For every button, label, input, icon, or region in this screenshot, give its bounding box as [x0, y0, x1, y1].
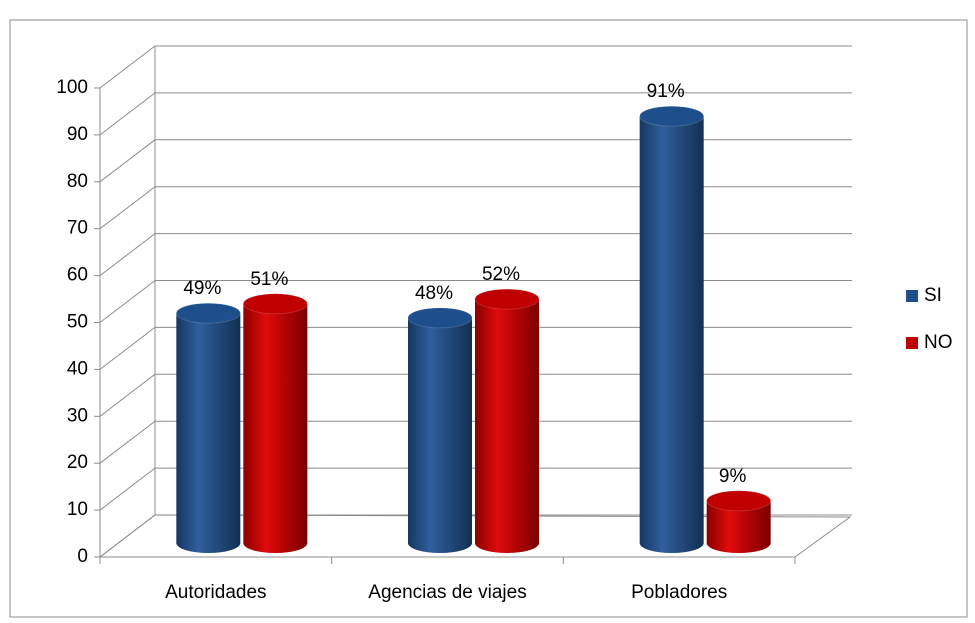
value-label: 9%: [719, 466, 747, 487]
y-tick-label: 50: [67, 312, 88, 333]
grid-line: [99, 92, 852, 136]
bar: [639, 116, 704, 554]
legend-label: NO: [924, 332, 953, 353]
bar: [706, 500, 771, 553]
y-tick-label: 30: [67, 405, 88, 426]
bar: [475, 299, 539, 553]
y-tick-label: 10: [67, 499, 88, 520]
grid-line: [99, 326, 852, 370]
value-label: 49%: [183, 278, 221, 299]
legend-swatch: [906, 337, 918, 349]
value-label: 48%: [415, 283, 453, 304]
bar: [176, 313, 241, 553]
grid-line: [99, 373, 852, 417]
bar-top: [407, 307, 473, 329]
y-tick-label: 60: [67, 265, 88, 286]
grid-line: [99, 514, 852, 558]
y-tick-label: 90: [67, 124, 88, 145]
bar-top: [706, 490, 772, 512]
x-tick-label: Agencias de viajes: [368, 582, 526, 603]
bar-top: [242, 293, 308, 315]
legend-swatch: [906, 290, 918, 302]
grid-line: [99, 420, 852, 464]
value-label: 91%: [647, 81, 685, 102]
y-tick-label: 70: [67, 218, 88, 239]
grid-line: [99, 45, 852, 89]
bar-top: [639, 105, 705, 127]
bar-top: [175, 302, 241, 324]
grid-line: [99, 139, 852, 183]
x-tick-label: Pobladores: [631, 582, 727, 603]
y-tick-label: 20: [67, 452, 88, 473]
value-label: 51%: [250, 269, 288, 290]
grid-line: [99, 280, 852, 323]
y-tick-label: 100: [56, 77, 88, 98]
legend-label: SI: [924, 285, 942, 306]
bar: [243, 303, 308, 553]
bar: [408, 317, 472, 553]
bar-top: [474, 288, 540, 310]
grid-line: [99, 233, 852, 276]
y-tick-label: 0: [77, 546, 88, 567]
x-tick-label: Autoridades: [165, 582, 266, 603]
value-label: 52%: [482, 264, 520, 285]
grid-line: [99, 467, 852, 511]
grid-line: [99, 186, 852, 230]
y-tick-label: 80: [67, 171, 88, 192]
y-tick-label: 40: [67, 358, 88, 379]
